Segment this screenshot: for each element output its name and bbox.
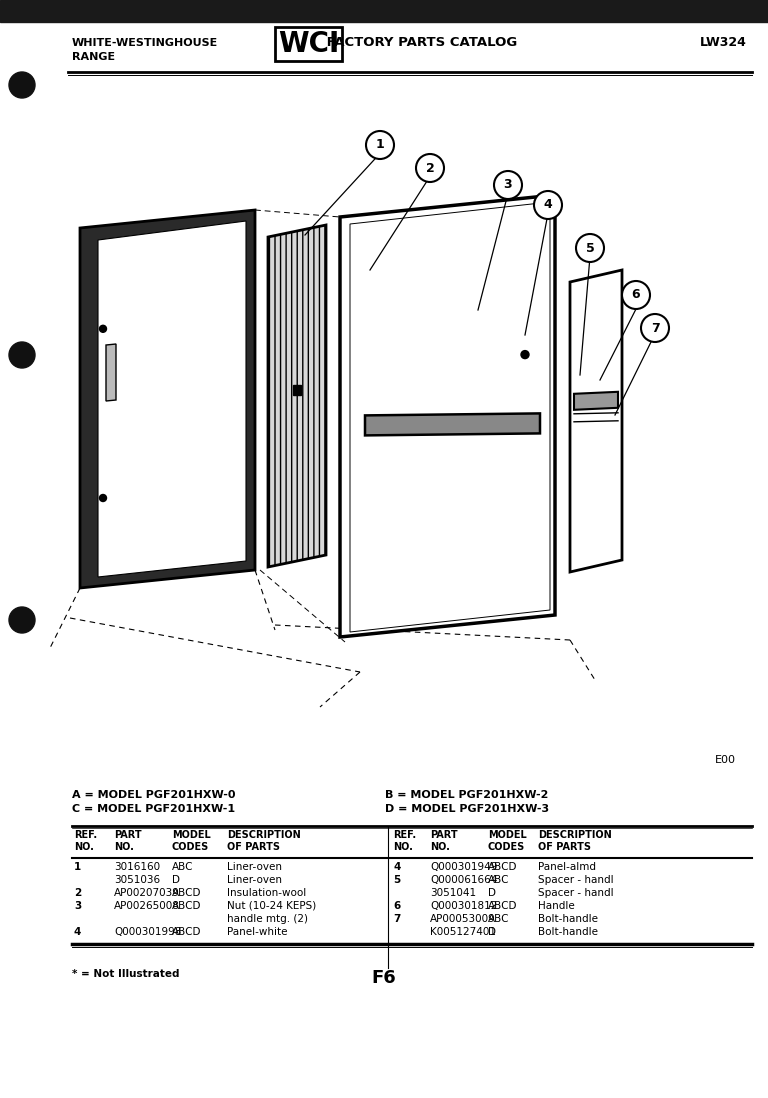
Circle shape [641, 314, 669, 341]
Circle shape [494, 171, 522, 199]
Text: 1: 1 [376, 138, 384, 152]
Polygon shape [574, 392, 618, 410]
Text: B = MODEL PGF201HXW-2: B = MODEL PGF201HXW-2 [385, 789, 548, 800]
Polygon shape [98, 221, 246, 578]
Circle shape [9, 607, 35, 634]
Text: AP00265008: AP00265008 [114, 901, 180, 911]
Circle shape [521, 350, 529, 359]
Text: D: D [488, 888, 496, 898]
Text: 2: 2 [425, 161, 435, 175]
Text: handle mtg. (2): handle mtg. (2) [227, 914, 308, 925]
Text: MODEL
CODES: MODEL CODES [488, 830, 527, 852]
Text: PART
NO.: PART NO. [430, 830, 458, 852]
Text: REF.
NO.: REF. NO. [74, 830, 97, 852]
Text: ABC: ABC [488, 875, 509, 885]
Text: 7: 7 [650, 322, 660, 335]
Text: MODEL
CODES: MODEL CODES [172, 830, 210, 852]
Text: 3051041: 3051041 [430, 888, 476, 898]
Text: ABCD: ABCD [488, 862, 518, 872]
Polygon shape [340, 195, 555, 637]
Text: Panel-white: Panel-white [227, 927, 287, 937]
Text: LW324: LW324 [700, 36, 746, 49]
Bar [0, 0, 768, 22]
Text: Q000061664: Q000061664 [430, 875, 498, 885]
Text: 6: 6 [393, 901, 400, 911]
Polygon shape [106, 344, 116, 401]
Text: ABCD: ABCD [172, 888, 201, 898]
Text: Spacer - handl: Spacer - handl [538, 875, 614, 885]
Text: 2: 2 [74, 888, 81, 898]
Polygon shape [570, 270, 622, 572]
Text: Bolt-handle: Bolt-handle [538, 914, 598, 925]
Circle shape [576, 234, 604, 262]
Text: Insulation-wool: Insulation-wool [227, 888, 306, 898]
Text: Q000301998: Q000301998 [114, 927, 181, 937]
Text: 1: 1 [74, 862, 81, 872]
Text: 3051036: 3051036 [114, 875, 160, 885]
Circle shape [9, 72, 35, 98]
Text: Q000301812: Q000301812 [430, 901, 498, 911]
Circle shape [416, 154, 444, 182]
Bar [293, 385, 301, 395]
Text: WCI: WCI [278, 30, 339, 58]
Text: 4: 4 [544, 199, 552, 212]
Text: 3: 3 [74, 901, 81, 911]
Text: Liner-oven: Liner-oven [227, 862, 282, 872]
Text: Handle: Handle [538, 901, 574, 911]
Circle shape [100, 325, 107, 333]
Text: ABC: ABC [172, 862, 194, 872]
Circle shape [366, 131, 394, 159]
Text: 4: 4 [393, 862, 400, 872]
Text: DESCRIPTION
OF PARTS: DESCRIPTION OF PARTS [538, 830, 612, 852]
Text: PART
NO.: PART NO. [114, 830, 141, 852]
Text: C = MODEL PGF201HXW-1: C = MODEL PGF201HXW-1 [72, 804, 235, 814]
Text: FACTORY PARTS CATALOG: FACTORY PARTS CATALOG [322, 36, 518, 49]
Text: 4: 4 [74, 927, 81, 937]
Text: DESCRIPTION
OF PARTS: DESCRIPTION OF PARTS [227, 830, 301, 852]
Text: ABCD: ABCD [172, 927, 201, 937]
Text: D: D [172, 875, 180, 885]
Text: AP00207039: AP00207039 [114, 888, 180, 898]
Text: 5: 5 [586, 242, 594, 255]
Circle shape [100, 494, 107, 502]
Text: A = MODEL PGF201HXW-0: A = MODEL PGF201HXW-0 [72, 789, 236, 800]
Polygon shape [365, 414, 540, 436]
Text: 3: 3 [504, 179, 512, 191]
Text: Bolt-handle: Bolt-handle [538, 927, 598, 937]
Polygon shape [80, 210, 255, 589]
Text: E00: E00 [715, 755, 736, 765]
Text: 5: 5 [393, 875, 400, 885]
Text: F6: F6 [372, 970, 396, 987]
Circle shape [9, 341, 35, 368]
Circle shape [534, 191, 562, 219]
Text: 3016160: 3016160 [114, 862, 160, 872]
Circle shape [622, 281, 650, 309]
Text: Panel-almd: Panel-almd [538, 862, 596, 872]
Text: D: D [488, 927, 496, 937]
Text: RANGE: RANGE [72, 52, 115, 61]
Text: WHITE-WESTINGHOUSE: WHITE-WESTINGHOUSE [72, 38, 218, 48]
Text: REF.
NO.: REF. NO. [393, 830, 416, 852]
Polygon shape [268, 225, 326, 567]
Text: Nut (10-24 KEPS): Nut (10-24 KEPS) [227, 901, 316, 911]
Text: * = Not Illustrated: * = Not Illustrated [72, 970, 180, 979]
Text: AP00053009: AP00053009 [430, 914, 496, 925]
Text: 7: 7 [393, 914, 400, 925]
Text: ABCD: ABCD [488, 901, 518, 911]
Text: ABCD: ABCD [172, 901, 201, 911]
Text: Q000301949: Q000301949 [430, 862, 498, 872]
Text: ABC: ABC [488, 914, 509, 925]
Text: D = MODEL PGF201HXW-3: D = MODEL PGF201HXW-3 [385, 804, 549, 814]
Text: 6: 6 [632, 289, 641, 302]
Text: K005127401: K005127401 [430, 927, 496, 937]
Text: Spacer - handl: Spacer - handl [538, 888, 614, 898]
Text: Liner-oven: Liner-oven [227, 875, 282, 885]
